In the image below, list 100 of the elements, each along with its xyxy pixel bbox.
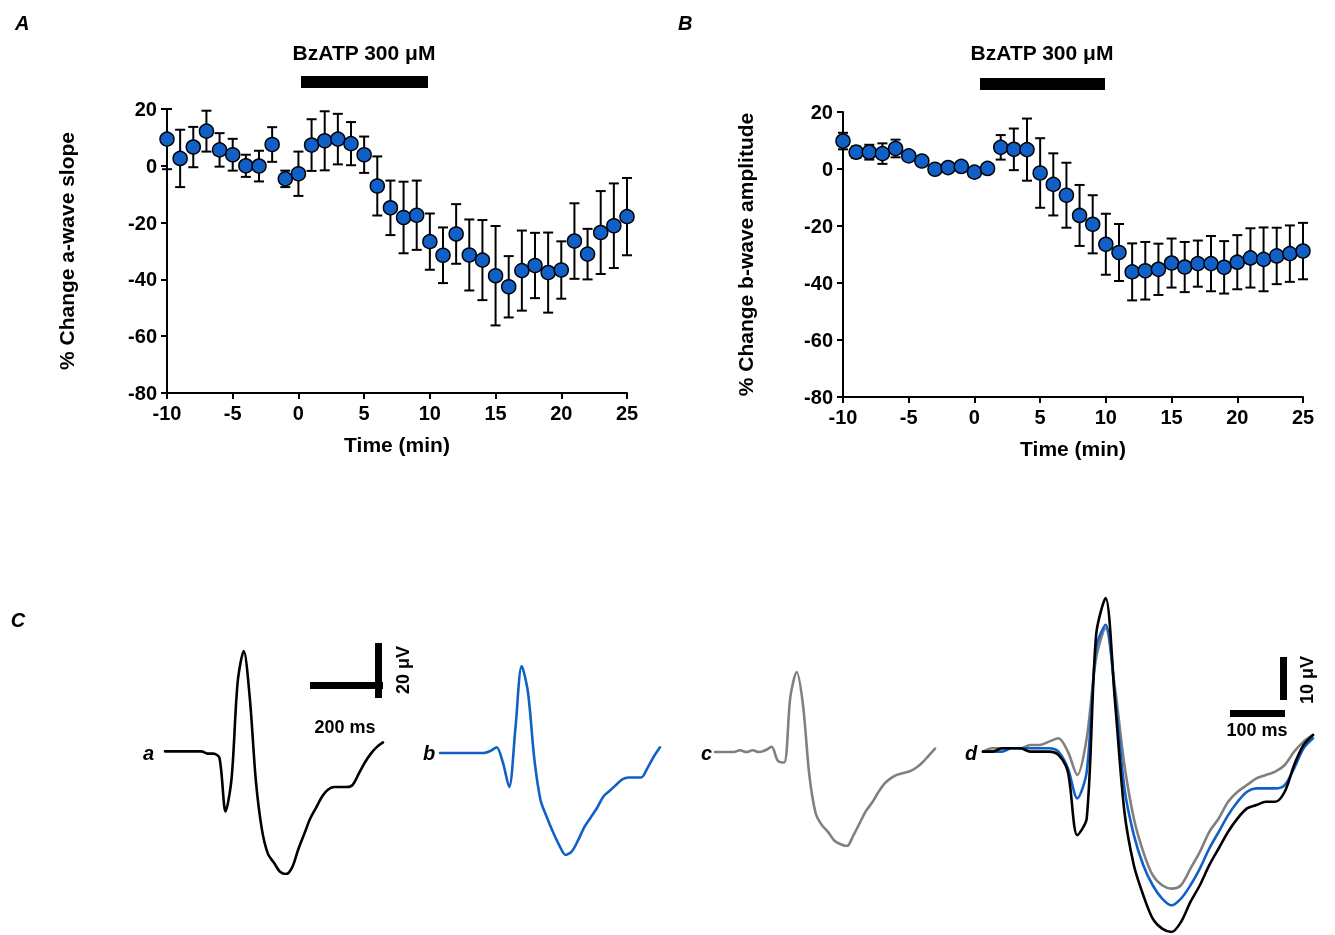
x-axis-title: Time (min) [344, 432, 450, 456]
point [264, 136, 280, 153]
y-tick-label: -60 [128, 325, 157, 348]
x-tick-label: 5 [1034, 406, 1046, 428]
text: BzATP 300 μM [292, 40, 436, 64]
point [1295, 243, 1311, 259]
chart-title: A [14, 12, 30, 34]
x-tick-label: 25 [1291, 406, 1315, 428]
point [330, 131, 346, 147]
x-tick-label: 15 [484, 402, 507, 424]
y-tick-label: -80 [128, 382, 157, 404]
point [606, 217, 622, 234]
point [1006, 141, 1022, 158]
point [1176, 259, 1193, 275]
point [1098, 236, 1114, 252]
point [1137, 263, 1154, 279]
point [540, 264, 556, 281]
point [579, 246, 596, 262]
y-tick-label: 0 [145, 154, 157, 177]
x-tick-label: -5 [223, 402, 242, 424]
x-tick-label: -10 [152, 402, 182, 424]
annotation: 100 ms [1226, 720, 1288, 740]
point [1032, 165, 1048, 181]
point [1124, 264, 1140, 280]
y-tick-label: -20 [804, 215, 833, 237]
point [514, 262, 530, 279]
annotation: 10 μV [1297, 655, 1317, 705]
point [953, 158, 970, 175]
point [211, 142, 228, 158]
x-tick-label: 10 [418, 402, 441, 424]
point [448, 226, 464, 242]
point [382, 200, 399, 216]
point [1268, 248, 1285, 264]
point [1203, 255, 1219, 272]
point [900, 148, 917, 164]
point [185, 139, 202, 155]
point [1190, 255, 1206, 272]
text: c [701, 742, 713, 764]
y-axis-title: % Change a-wave slope [54, 131, 78, 371]
point [553, 262, 570, 278]
point [395, 209, 412, 226]
x-tick-label: 5 [358, 402, 370, 424]
point [1150, 261, 1167, 278]
y-tick-label: -20 [128, 211, 157, 234]
y-tick-label: -40 [804, 272, 833, 294]
point [316, 133, 333, 149]
point [1045, 176, 1062, 193]
point [1216, 259, 1232, 276]
point [290, 166, 307, 182]
point [835, 133, 851, 149]
point [238, 158, 254, 174]
point [940, 159, 956, 176]
point [343, 135, 359, 152]
text: 20 μV [393, 645, 413, 695]
point [1071, 207, 1088, 224]
point [303, 137, 320, 153]
point [1084, 216, 1101, 233]
point [159, 131, 175, 147]
x-tick-label: 20 [1226, 406, 1249, 428]
point [224, 146, 241, 163]
point [251, 158, 267, 174]
point [474, 252, 491, 268]
y-axis-title: % Change b-wave amplitude [733, 112, 757, 397]
point [966, 164, 983, 180]
point [500, 279, 517, 295]
x-tick-label: 0 [968, 406, 980, 428]
text: a [143, 742, 155, 764]
point [992, 139, 1009, 156]
point [1019, 141, 1035, 158]
chart-title: B [678, 12, 693, 34]
point [527, 257, 543, 274]
point [1229, 254, 1246, 270]
y-tick-label: -60 [804, 329, 833, 351]
x-tick-label: 0 [292, 402, 304, 424]
point [369, 178, 386, 194]
point [914, 153, 930, 169]
point [172, 150, 188, 167]
text: BzATP 300 μM [970, 40, 1114, 64]
point [1255, 251, 1272, 268]
point [1242, 250, 1259, 266]
x-tick-label: 10 [1094, 406, 1117, 428]
annotation: 200 ms [314, 717, 376, 737]
text: d [965, 742, 978, 764]
y-tick-label: -40 [128, 268, 157, 291]
text: b [423, 742, 436, 764]
x-tick-label: -10 [828, 406, 858, 428]
point [1282, 245, 1298, 262]
point [1163, 255, 1180, 271]
y-tick-label: -80 [804, 386, 833, 408]
point [1058, 187, 1075, 203]
point [422, 233, 438, 250]
point [619, 208, 635, 225]
point [592, 224, 609, 241]
y-tick-label: 20 [810, 101, 833, 123]
y-tick-label: 0 [821, 158, 833, 180]
point [927, 161, 943, 178]
x-tick-label: -5 [899, 406, 918, 428]
point [408, 207, 425, 223]
point [435, 247, 451, 264]
x-axis-title: Time (min) [1020, 436, 1126, 460]
